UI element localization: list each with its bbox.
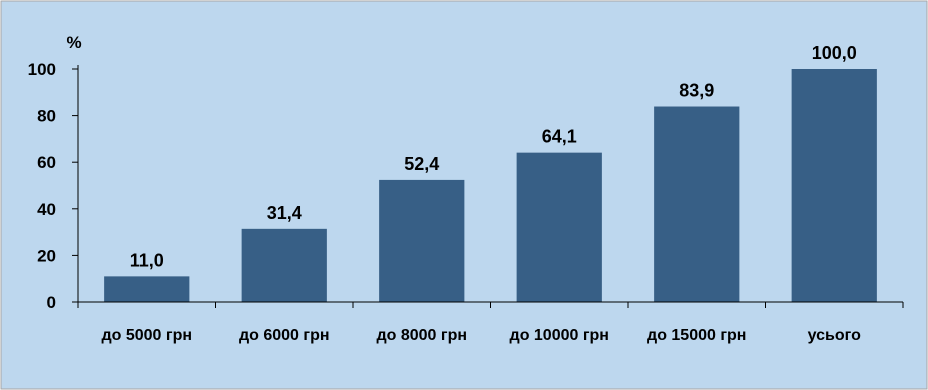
x-category-label: до 8000 грн [376,327,467,344]
x-category-label: до 10000 грн [510,327,609,344]
x-category-label: до 6000 грн [239,327,330,344]
bar [791,69,877,302]
bar-value-label: 100,0 [812,43,857,63]
bar [104,276,190,302]
y-axis-unit-label: % [66,33,81,52]
bar-value-label: 83,9 [679,81,714,101]
y-tick-label: 0 [47,293,56,312]
bar [379,179,465,302]
bar-value-label: 11,0 [130,250,164,270]
bar-value-label: 31,4 [267,203,302,223]
bar-value-label: 52,4 [404,154,439,174]
bar [516,152,602,302]
y-tick-label: 100 [28,60,56,79]
bar [654,106,740,302]
x-category-label: до 5000 грн [101,327,192,344]
bars-group: 11,0 31,4 52,4 64,1 83,9 100,0 [104,43,877,302]
bar-value-label: 64,1 [542,127,577,147]
x-category-label: усього [808,327,861,344]
y-tick-label: 80 [37,107,56,126]
bar [241,228,327,302]
y-tick-label: 60 [37,153,56,172]
y-tick-label: 20 [37,246,56,265]
y-tick-label: 40 [37,200,56,219]
y-axis: 0 20 40 60 80 100 [28,60,79,312]
x-category-label: до 15000 грн [647,327,746,344]
x-axis: до 5000 грн до 6000 грн до 8000 грн до 1000… [77,301,904,344]
